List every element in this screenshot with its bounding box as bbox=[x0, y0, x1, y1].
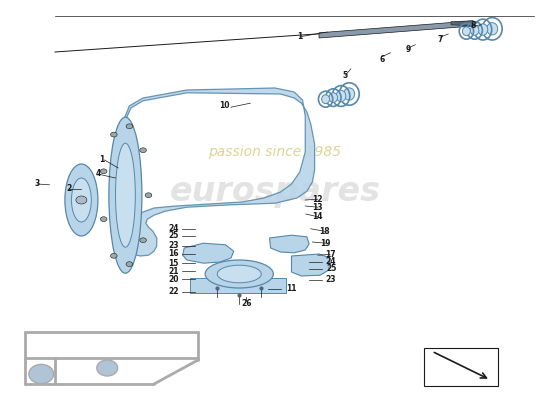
Text: 25: 25 bbox=[169, 232, 179, 240]
Polygon shape bbox=[319, 21, 473, 38]
Polygon shape bbox=[121, 88, 315, 256]
Ellipse shape bbox=[72, 178, 91, 222]
Circle shape bbox=[101, 217, 107, 222]
Ellipse shape bbox=[336, 90, 346, 102]
Text: 13: 13 bbox=[312, 203, 323, 212]
Text: 17: 17 bbox=[324, 250, 336, 259]
Text: eurospares: eurospares bbox=[169, 176, 381, 208]
Text: 21: 21 bbox=[168, 267, 179, 276]
Text: 3: 3 bbox=[35, 180, 40, 188]
Ellipse shape bbox=[97, 360, 118, 376]
FancyBboxPatch shape bbox=[190, 278, 286, 293]
Ellipse shape bbox=[470, 26, 479, 35]
Circle shape bbox=[101, 169, 107, 174]
Text: 20: 20 bbox=[168, 275, 179, 284]
Text: 12: 12 bbox=[312, 195, 323, 204]
Text: 10: 10 bbox=[219, 102, 230, 110]
Ellipse shape bbox=[329, 93, 338, 102]
Circle shape bbox=[111, 132, 117, 137]
Text: 8: 8 bbox=[470, 22, 476, 30]
Text: 14: 14 bbox=[312, 212, 323, 221]
Circle shape bbox=[126, 262, 133, 266]
Text: 11: 11 bbox=[286, 284, 297, 293]
Text: 4: 4 bbox=[95, 170, 101, 178]
Text: 18: 18 bbox=[319, 227, 330, 236]
Text: 24: 24 bbox=[326, 258, 337, 266]
Ellipse shape bbox=[205, 260, 273, 288]
Text: 22: 22 bbox=[168, 288, 179, 296]
Text: 25: 25 bbox=[326, 264, 336, 273]
Polygon shape bbox=[451, 21, 473, 26]
Circle shape bbox=[126, 124, 133, 129]
Text: 24: 24 bbox=[168, 224, 179, 233]
Text: passion since 1985: passion since 1985 bbox=[208, 145, 342, 159]
Ellipse shape bbox=[478, 24, 488, 35]
Text: 2: 2 bbox=[67, 184, 72, 193]
Text: 23: 23 bbox=[326, 276, 337, 284]
Ellipse shape bbox=[109, 117, 142, 273]
Ellipse shape bbox=[322, 95, 329, 104]
Circle shape bbox=[111, 254, 117, 258]
Ellipse shape bbox=[217, 265, 261, 283]
Text: 26: 26 bbox=[241, 299, 252, 308]
Text: 7: 7 bbox=[437, 35, 443, 44]
Circle shape bbox=[145, 193, 152, 198]
Text: 6: 6 bbox=[379, 55, 384, 64]
Text: 9: 9 bbox=[405, 46, 411, 54]
Circle shape bbox=[140, 148, 146, 153]
Ellipse shape bbox=[116, 143, 135, 247]
Polygon shape bbox=[292, 254, 330, 276]
Circle shape bbox=[76, 196, 87, 204]
Circle shape bbox=[140, 238, 146, 242]
Ellipse shape bbox=[487, 23, 498, 35]
Ellipse shape bbox=[463, 27, 470, 36]
Text: 1: 1 bbox=[99, 155, 104, 164]
Polygon shape bbox=[183, 243, 234, 263]
Text: 23: 23 bbox=[168, 242, 179, 250]
Polygon shape bbox=[270, 235, 309, 253]
Ellipse shape bbox=[29, 364, 54, 384]
Text: 16: 16 bbox=[168, 250, 179, 258]
Text: 5: 5 bbox=[343, 71, 348, 80]
Ellipse shape bbox=[65, 164, 98, 236]
Text: 19: 19 bbox=[320, 239, 331, 248]
Text: 1: 1 bbox=[297, 32, 302, 41]
Ellipse shape bbox=[344, 88, 355, 100]
Text: 15: 15 bbox=[169, 259, 179, 268]
